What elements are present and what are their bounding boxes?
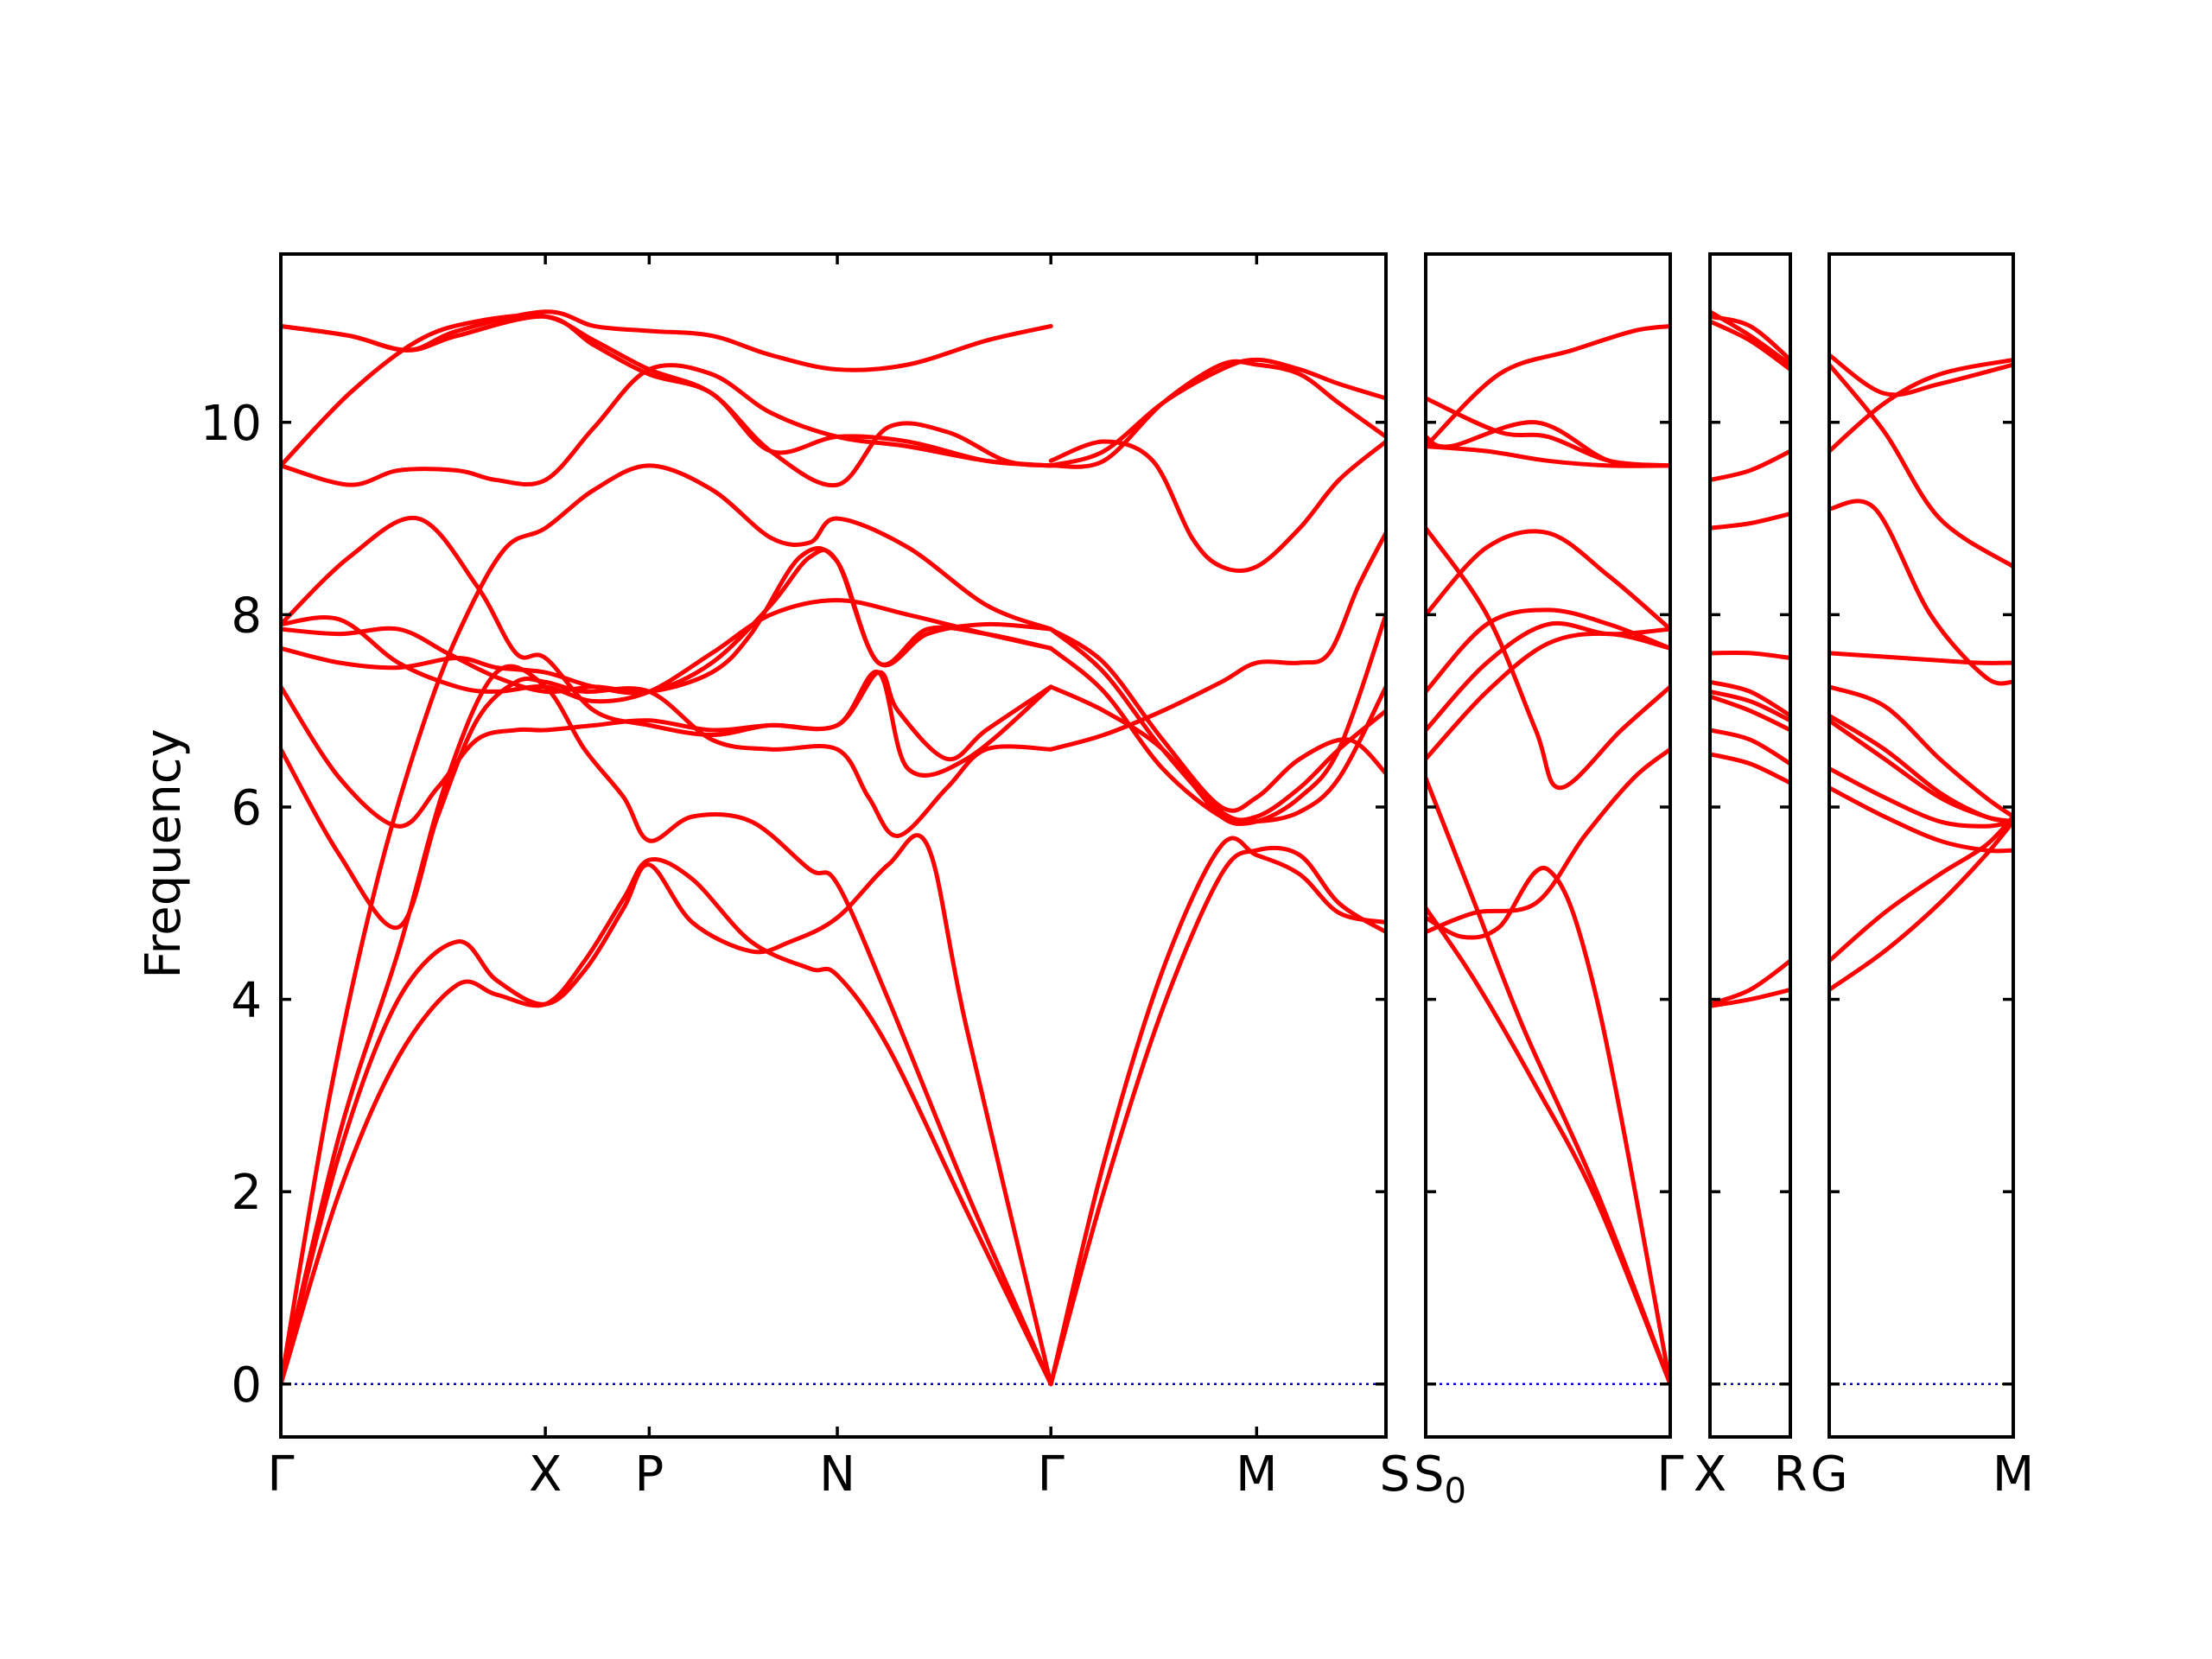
phonon-band [281, 313, 1053, 488]
band-group [281, 309, 1386, 1387]
phonon-band [1426, 906, 1670, 1387]
x-tick-label: X [1694, 1446, 1726, 1503]
y-tick-label: 2 [231, 1165, 262, 1221]
x-tick-label: Γ [1038, 1446, 1065, 1503]
phonon-band [1048, 439, 1386, 574]
phonon-band [1426, 525, 1670, 791]
phonon-band [1829, 785, 2013, 854]
phonon-band [281, 598, 1053, 704]
panel-frame [1827, 252, 2015, 1439]
panel-frame [1424, 252, 1672, 1439]
phonon-band [1710, 694, 1790, 733]
x-tick-label: Γ [1656, 1446, 1683, 1503]
phonon-band [1426, 607, 1670, 694]
x-tick-label: G [1810, 1446, 1847, 1503]
phonon-band [1710, 958, 1790, 1007]
phonon-band [1426, 631, 1670, 761]
phonon-band [1426, 529, 1670, 632]
phonon-band [1426, 323, 1670, 449]
phonon-band [281, 856, 1053, 1387]
phonon-band [281, 664, 1053, 1387]
x-tick-label: M [1993, 1446, 2034, 1503]
phonon-band [1048, 357, 1386, 468]
phonon-band [281, 314, 1053, 468]
panel-1: Γ X P N Γ M S 0 2 4 6 8 10 [200, 252, 1410, 1503]
phonon-band [1829, 718, 2013, 824]
x-tick-label: N [819, 1446, 855, 1503]
phonon-band [1710, 728, 1790, 766]
phonon-band [1426, 866, 1670, 1387]
panel-frame [279, 252, 1388, 1439]
phonon-band [1829, 353, 2013, 397]
phonon-band [1710, 319, 1790, 372]
x-tick-label: S0 [1414, 1446, 1466, 1511]
phonon-band [1829, 499, 2013, 686]
phonon-band [1048, 531, 1386, 752]
x-tick-label: S [1379, 1446, 1410, 1503]
panel-frame [1708, 252, 1792, 1439]
y-tick-label: 6 [231, 780, 262, 836]
band-group [1426, 323, 1670, 1387]
phonon-band [1048, 836, 1386, 1387]
phonon-band [281, 548, 1053, 696]
phonon-band [1829, 713, 2013, 824]
phonon-band [1710, 512, 1790, 531]
phonon-band [281, 463, 1053, 1387]
x-tick-label: X [529, 1446, 562, 1503]
x-tick-label: P [634, 1446, 664, 1503]
phonon-band [281, 309, 1053, 372]
phonon-band [281, 833, 1053, 1387]
phonon-band [1048, 846, 1386, 1387]
y-tick-label: 8 [231, 588, 262, 644]
phonon-band [1829, 651, 2013, 665]
phonon-band [281, 363, 1053, 487]
phonon-band [281, 677, 1053, 931]
y-tick-label: 4 [231, 973, 262, 1029]
phonon-band [281, 515, 1053, 778]
phonon-band [1829, 766, 2013, 829]
phonon-band [1426, 776, 1670, 1387]
phonon-band [1710, 752, 1790, 785]
phonon-band [1710, 448, 1790, 483]
phonon-band [1829, 357, 2013, 454]
phonon-band [1710, 309, 1790, 367]
phonon-band [281, 670, 1053, 829]
phonon-band [1829, 684, 2013, 819]
phonon-band [1829, 814, 2013, 963]
phonon-band [1048, 359, 1386, 469]
x-tick-label-subscript: 0 [1445, 1471, 1466, 1511]
phonon-band [1829, 362, 2013, 569]
phonon-band [1710, 679, 1790, 718]
y-axis-label: Frequency [136, 728, 192, 978]
phonon-band [1710, 689, 1790, 723]
phonon-band [281, 546, 1053, 695]
band-group [1829, 353, 2013, 992]
phonon-band [1426, 620, 1670, 733]
panel-2: S0 Γ [1414, 252, 1684, 1511]
phonon-band [1829, 819, 2013, 992]
phonon-band [1426, 396, 1670, 468]
phonon-band [1048, 626, 1386, 813]
y-tick-label: 10 [200, 396, 262, 452]
x-tick-label-base: S [1414, 1446, 1445, 1503]
band-group [1710, 309, 1790, 1008]
phonon-band [1710, 987, 1790, 1008]
y-tick-label: 0 [231, 1357, 262, 1414]
x-tick-label: R [1774, 1446, 1808, 1503]
x-tick-label: Γ [267, 1446, 294, 1503]
phonon-band [1710, 650, 1790, 660]
x-tick-label: M [1236, 1446, 1277, 1503]
phonon-band [1048, 626, 1386, 823]
phonon-band [1426, 747, 1670, 935]
phonon-band [1426, 444, 1670, 468]
